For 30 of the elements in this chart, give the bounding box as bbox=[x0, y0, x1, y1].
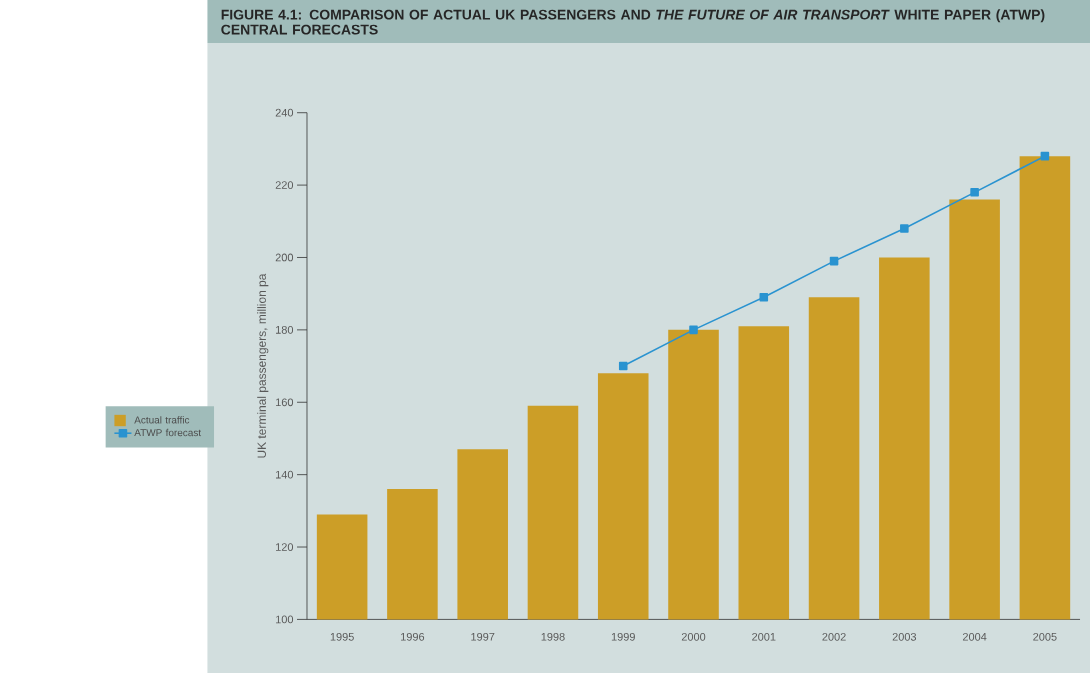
point bbox=[689, 325, 698, 335]
x-tick-label: 1998 bbox=[541, 632, 565, 641]
y-tick-label: 180 bbox=[276, 325, 294, 334]
y-tick-label: 240 bbox=[275, 108, 294, 117]
legend-label: ATWP forecast bbox=[134, 428, 202, 437]
y-tick-label: 160 bbox=[276, 398, 294, 406]
chart-title: FIGURE 4.1: COMPARISON OF ACTUAL UK PASSENGERS AND THE FUTURE OF AIR TRANSPORT WHITE PAPER (ATWP) CENTRAL FORECASTS bbox=[221, 9, 1045, 35]
x-tick-label: 2004 bbox=[962, 632, 987, 641]
point bbox=[618, 361, 628, 371]
x-tick-label: 2002 bbox=[822, 632, 846, 641]
x-tick-label: 2005 bbox=[1033, 632, 1057, 641]
y-tick-label: 200 bbox=[275, 253, 294, 262]
y-axis-title: UK terminal passengers, million pa bbox=[257, 273, 269, 458]
y-tick-label: 140 bbox=[276, 470, 294, 479]
point bbox=[970, 187, 979, 197]
x-tick-label: 2001 bbox=[752, 632, 776, 641]
point bbox=[900, 224, 909, 233]
x-tick-label: 1996 bbox=[401, 632, 425, 641]
legend-label: Actual traffic bbox=[134, 416, 190, 424]
x-tick-label: 1999 bbox=[611, 632, 635, 641]
point bbox=[1040, 151, 1050, 161]
x-tick-label: 1997 bbox=[471, 632, 495, 641]
x-tick-label: 1995 bbox=[330, 632, 354, 641]
x-tick-label: 2000 bbox=[681, 632, 706, 641]
point bbox=[829, 256, 839, 266]
y-tick-label: 220 bbox=[275, 181, 294, 189]
x-tick-label: 2003 bbox=[892, 632, 917, 641]
y-tick-label: 100 bbox=[276, 615, 294, 624]
y-tick-label: 120 bbox=[276, 543, 294, 551]
point bbox=[759, 292, 769, 302]
